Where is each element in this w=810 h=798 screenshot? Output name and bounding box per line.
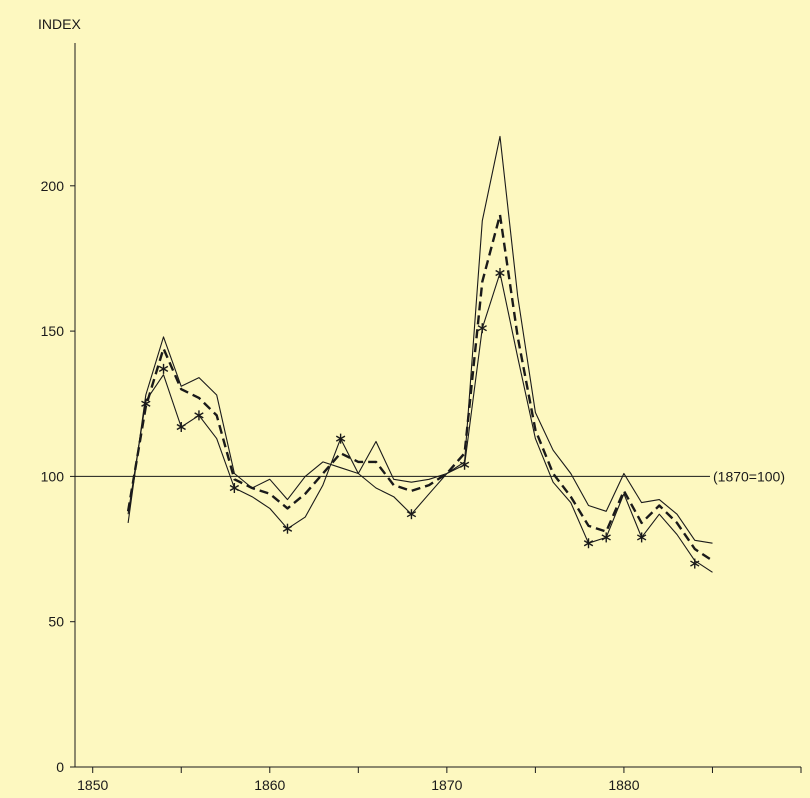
x-tick-label: 1870 <box>431 777 462 793</box>
asterisk-marker <box>194 410 204 421</box>
asterisk-marker <box>636 532 647 543</box>
reference-line-label: (1870=100) <box>713 468 785 484</box>
y-axis-label: INDEX <box>38 16 81 32</box>
y-tick-label: 0 <box>56 759 64 775</box>
x-tick-label: 1850 <box>77 777 108 793</box>
asterisk-markers <box>141 267 700 569</box>
y-tick-label: 100 <box>41 468 65 484</box>
asterisk-marker <box>335 433 346 444</box>
asterisk-marker <box>583 538 594 549</box>
asterisk-marker <box>495 267 505 278</box>
asterisk-marker <box>141 398 151 409</box>
x-tick-label: 1860 <box>254 777 285 793</box>
x-ticks: 1850 1860 1870 1880 <box>77 767 802 793</box>
y-tick-label: 200 <box>41 178 65 194</box>
series-line-solid-lower <box>127 272 713 573</box>
y-ticks: 0 50 100 150 200 <box>41 178 75 775</box>
asterisk-marker <box>158 363 169 374</box>
series-lines <box>126 135 714 573</box>
asterisk-marker <box>229 483 240 494</box>
asterisk-marker <box>176 421 186 432</box>
reference-line-group: (1870=100) <box>75 468 785 484</box>
series-line-solid-upper <box>127 135 713 544</box>
y-tick-label: 50 <box>48 614 64 630</box>
asterisk-marker <box>690 558 700 569</box>
x-tick-label: 1880 <box>608 777 639 793</box>
series-line-dashed-mean <box>126 213 714 562</box>
asterisk-marker <box>477 323 487 334</box>
asterisk-marker <box>406 509 417 520</box>
asterisk-marker <box>601 532 611 543</box>
asterisk-marker <box>282 523 293 534</box>
y-tick-label: 150 <box>41 323 65 339</box>
asterisk-marker <box>459 459 470 470</box>
